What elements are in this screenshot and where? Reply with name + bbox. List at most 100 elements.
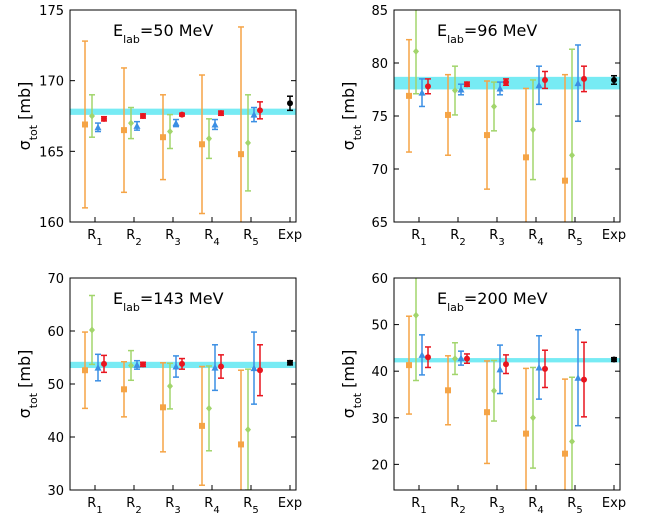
marker bbox=[452, 355, 458, 363]
y-tick-label: 60 bbox=[371, 272, 388, 287]
experiment-band bbox=[394, 358, 620, 363]
marker bbox=[496, 365, 504, 373]
marker bbox=[245, 426, 251, 434]
y-tick-label: 165 bbox=[39, 145, 64, 160]
marker bbox=[218, 363, 224, 370]
x-tick-label: Exp bbox=[278, 496, 302, 511]
marker bbox=[445, 111, 451, 118]
marker bbox=[569, 438, 575, 446]
marker bbox=[523, 430, 529, 437]
panel: 65 70 75 80 85 R1 R2 R3 R4 R5 Exp Elab=96 MeV σtot [… bbox=[339, 4, 626, 248]
marker bbox=[457, 86, 465, 93]
marker bbox=[484, 132, 490, 139]
y-tick-label: 85 bbox=[371, 4, 388, 19]
marker bbox=[535, 363, 543, 371]
panel-title-part: E bbox=[113, 289, 123, 308]
marker bbox=[245, 139, 251, 147]
marker bbox=[581, 376, 587, 383]
y-tick-label: 65 bbox=[371, 216, 388, 231]
y-axis-label: σtot [mb] bbox=[339, 350, 364, 419]
marker bbox=[406, 362, 412, 369]
marker bbox=[464, 81, 470, 88]
x-tick-label: R1 bbox=[87, 496, 102, 516]
y-axis-label-part: tot bbox=[27, 392, 40, 408]
x-tick-label: R5 bbox=[567, 496, 582, 516]
y-tick-label: 70 bbox=[371, 163, 388, 178]
marker bbox=[257, 367, 263, 374]
marker bbox=[179, 111, 185, 118]
marker bbox=[445, 387, 451, 394]
x-tick-label: R5 bbox=[243, 496, 258, 516]
marker bbox=[250, 111, 258, 118]
marker bbox=[218, 110, 224, 117]
marker bbox=[121, 386, 127, 393]
marker bbox=[133, 122, 141, 129]
marker bbox=[160, 134, 166, 141]
plot-area bbox=[394, 10, 620, 222]
marker bbox=[211, 120, 219, 128]
y-axis-label-part: σ bbox=[339, 140, 358, 150]
marker bbox=[523, 154, 529, 161]
x-tick-label: Exp bbox=[602, 228, 626, 243]
x-tick-label: R2 bbox=[126, 228, 141, 248]
marker bbox=[503, 79, 509, 86]
plot-area bbox=[70, 26, 296, 222]
panel-title-part: lab bbox=[123, 301, 140, 314]
marker bbox=[452, 87, 458, 95]
marker bbox=[542, 365, 548, 372]
marker bbox=[82, 121, 88, 128]
x-tick-label: R3 bbox=[165, 228, 180, 248]
marker bbox=[287, 359, 293, 366]
x-tick-label: R4 bbox=[204, 496, 219, 516]
y-tick-label: 50 bbox=[371, 319, 388, 334]
y-axis-label: σtot [mb] bbox=[15, 350, 40, 419]
y-tick-label: 60 bbox=[47, 325, 64, 340]
marker bbox=[535, 81, 543, 89]
marker bbox=[464, 355, 470, 362]
marker bbox=[496, 84, 504, 92]
marker bbox=[101, 115, 107, 122]
panel: 30 40 50 60 70 R1 R2 R3 R4 R5 Exp Elab=143 MeV σtot … bbox=[15, 272, 302, 516]
marker bbox=[425, 354, 431, 361]
marker bbox=[542, 76, 548, 83]
y-tick-label: 40 bbox=[47, 431, 64, 446]
marker bbox=[418, 351, 426, 358]
panel-title-part: lab bbox=[447, 33, 464, 46]
panel-title-part: lab bbox=[447, 301, 464, 314]
x-tick-label: R1 bbox=[411, 228, 426, 248]
x-tick-label: R4 bbox=[204, 228, 219, 248]
panel-title-part: E bbox=[437, 21, 447, 40]
panel-title-part: =50 MeV bbox=[140, 21, 214, 40]
panel-title-part: =96 MeV bbox=[464, 21, 538, 40]
marker bbox=[491, 102, 497, 110]
y-tick-label: 170 bbox=[39, 75, 64, 90]
y-axis-label-part: σ bbox=[15, 408, 34, 418]
x-tick-label: R2 bbox=[126, 496, 141, 516]
marker bbox=[167, 382, 173, 390]
x-tick-label: R1 bbox=[87, 228, 102, 248]
marker bbox=[574, 79, 582, 87]
marker bbox=[530, 126, 536, 134]
y-tick-label: 30 bbox=[371, 412, 388, 427]
marker bbox=[206, 404, 212, 412]
marker bbox=[503, 361, 509, 368]
marker bbox=[418, 89, 426, 96]
y-axis-label-part: tot bbox=[27, 124, 40, 140]
y-tick-label: 50 bbox=[47, 378, 64, 393]
marker bbox=[238, 441, 244, 448]
marker bbox=[94, 364, 102, 371]
marker bbox=[206, 135, 212, 143]
marker bbox=[199, 141, 205, 148]
x-tick-label: R2 bbox=[450, 228, 465, 248]
panel-title: Elab=96 MeV bbox=[437, 21, 537, 46]
x-tick-label: R2 bbox=[450, 496, 465, 516]
marker bbox=[121, 127, 127, 134]
y-axis-label: σtot [mb] bbox=[339, 82, 364, 151]
x-tick-label: R4 bbox=[528, 228, 543, 248]
y-tick-label: 80 bbox=[371, 57, 388, 72]
panel-title-part: E bbox=[437, 289, 447, 308]
axes-frame bbox=[393, 277, 621, 491]
marker bbox=[128, 361, 134, 369]
marker bbox=[457, 354, 465, 362]
